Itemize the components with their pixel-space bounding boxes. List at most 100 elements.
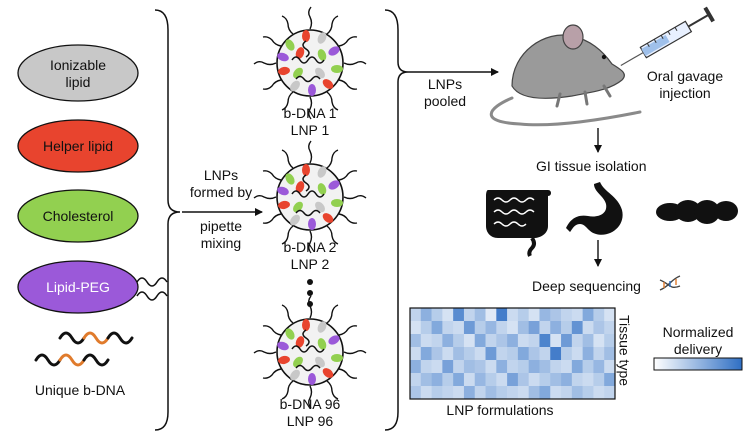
heatmap-cell	[410, 360, 422, 374]
heatmap-cell	[604, 360, 616, 374]
isolation-label: GI tissue isolation	[536, 158, 647, 174]
heatmap-cell	[453, 321, 465, 335]
heatmap-cell	[410, 386, 422, 400]
lipid-peg-label: Lipid-PEG	[46, 279, 110, 295]
heatmap-cell	[561, 360, 573, 374]
heatmap-cell	[604, 373, 616, 387]
heatmap-cell	[593, 308, 605, 322]
heatmap-cell	[571, 347, 583, 361]
heatmap-cell	[582, 321, 594, 335]
lipid-peg-ellipse	[17, 260, 139, 314]
heatmap-cell	[496, 347, 508, 361]
heatmap-cell	[539, 308, 551, 322]
heatmap-cell	[561, 308, 573, 322]
heatmap-cell	[442, 321, 454, 335]
cholesterol-label: Cholesterol	[42, 208, 114, 224]
heatmap-cell	[474, 347, 486, 361]
lnp-96-name: LNP 96	[286, 413, 334, 429]
heatmap-cell	[463, 373, 476, 387]
heatmap-cell	[517, 373, 529, 387]
heatmap-cell	[539, 334, 551, 348]
colorbar-line2: delivery	[673, 341, 723, 357]
formation-label-bottom: pipette mixing	[178, 218, 264, 252]
colorbar	[653, 357, 743, 371]
formation-line3: pipette	[199, 218, 243, 234]
pooled-line2: pooled	[423, 93, 467, 109]
heatmap	[410, 308, 616, 400]
heatmap-cell	[453, 360, 465, 374]
heatmap-cell	[517, 347, 529, 361]
formation-label-top: LNPs formed by	[178, 167, 264, 201]
heatmap-cell	[496, 321, 508, 335]
heatmap-cell	[593, 347, 605, 361]
heatmap-cell	[539, 386, 551, 400]
heatmap-cell	[582, 373, 594, 387]
heatmap-cell	[442, 386, 454, 400]
injection-line2: injection	[659, 85, 711, 101]
syringe-icon	[620, 6, 715, 67]
lnp-2-name: LNP 2	[290, 256, 330, 272]
heatmap-cell	[485, 321, 497, 335]
heatmap-cell	[550, 347, 562, 361]
heatmap-cell	[561, 373, 573, 387]
heatmap-cell	[582, 386, 594, 400]
lnp-particle-2	[253, 140, 367, 254]
colorbar-label: Normalized delivery	[650, 324, 746, 358]
heatmap-cell	[507, 321, 519, 335]
heatmap-cell	[550, 321, 562, 335]
heatmap-cell	[528, 373, 540, 387]
heatmap-cell	[431, 386, 443, 400]
heatmap-cell	[517, 308, 529, 322]
heatmap-cell	[539, 321, 551, 335]
lnp-2-label: b-DNA 2 LNP 2	[268, 239, 352, 273]
mouse-icon	[489, 24, 642, 127]
heatmap-cell	[528, 347, 540, 361]
heatmap-cell	[604, 386, 616, 400]
heatmap-cell	[561, 321, 573, 335]
heatmap-cell	[561, 334, 573, 348]
heatmap-cell	[474, 360, 486, 374]
colon-icon	[656, 200, 738, 224]
lnp-1-name: LNP 1	[290, 122, 330, 138]
heatmap-cell	[442, 360, 454, 374]
peg-tails	[136, 277, 168, 301]
heatmap-cell	[571, 308, 583, 322]
colorbar-line1: Normalized	[662, 324, 734, 340]
lnp-particle-96	[253, 295, 367, 409]
heatmap-cell	[431, 347, 443, 361]
intestine-icon	[486, 190, 551, 257]
heatmap-cell	[410, 308, 422, 322]
heatmap-cell	[496, 386, 508, 400]
heatmap-cell	[420, 334, 432, 348]
heatmap-cell	[550, 334, 562, 348]
heatmap-cell	[474, 386, 486, 400]
heatmap-cell	[539, 373, 551, 387]
heatmap-cell	[474, 308, 486, 322]
heatmap-cell	[463, 386, 476, 400]
heatmap-cell	[528, 321, 540, 335]
heatmap-cell	[485, 334, 497, 348]
ionizable-label-line2: lipid	[65, 74, 91, 90]
heatmap-cell	[571, 386, 583, 400]
lnp-2-bdna: b-DNA 2	[283, 239, 337, 255]
heatmap-cell	[593, 373, 605, 387]
heatmap-cell	[420, 321, 432, 335]
heatmap-cell	[420, 347, 432, 361]
heatmap-cell	[582, 360, 594, 374]
formation-line1: LNPs	[203, 167, 239, 183]
heatmap-cell	[453, 334, 465, 348]
heatmap-cell	[582, 347, 594, 361]
heatmap-cell	[517, 334, 529, 348]
heatmap-cell	[410, 347, 422, 361]
heatmap-cell	[463, 334, 476, 348]
heatmap-cell	[410, 321, 422, 335]
heatmap-cell	[517, 386, 529, 400]
heatmap-cell	[528, 308, 540, 322]
heatmap-cell	[420, 373, 432, 387]
lnp-1-label: b-DNA 1 LNP 1	[268, 105, 352, 139]
heatmap-cell	[463, 360, 476, 374]
heatmap-cell	[550, 373, 562, 387]
bdna-strands	[34, 331, 134, 367]
heatmap-cell	[442, 373, 454, 387]
helper-lipid-ellipse	[17, 119, 139, 173]
